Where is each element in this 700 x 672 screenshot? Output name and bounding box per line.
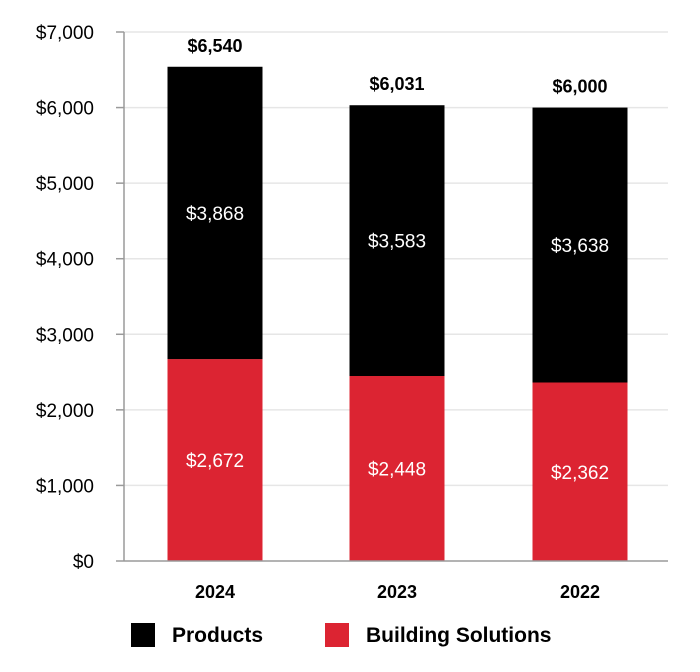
- bar-value-label-building-solutions-2022: $2,362: [551, 463, 609, 484]
- y-tick-label: $7,000: [36, 23, 94, 44]
- legend-label-products: Products: [172, 624, 263, 647]
- bar-total-label-2024: $6,540: [187, 36, 242, 56]
- y-tick-label: $6,000: [36, 99, 94, 120]
- bar-building-solutions-2023: [349, 376, 445, 561]
- bar-total-label-2023: $6,031: [369, 74, 424, 94]
- bar-products-2024: [167, 66, 263, 360]
- bar-value-label-products-2022: $3,638: [551, 236, 609, 257]
- y-tick-label: $0: [73, 552, 94, 573]
- y-tick-label: $1,000: [36, 476, 94, 497]
- y-axis: $0 $1,000 $2,000 $3,000 $4,000 $5,000 $6,000 $7…: [36, 23, 125, 573]
- bar-products-2022: [532, 107, 628, 383]
- x-tick-label: 2022: [560, 582, 600, 602]
- bar-total-label-2022: $6,000: [552, 77, 607, 97]
- bar-building-solutions-2024: [167, 359, 263, 561]
- y-tick-label: $5,000: [36, 174, 94, 195]
- y-tick-label: $2,000: [36, 401, 94, 422]
- y-tick-label: $4,000: [36, 250, 94, 271]
- bars: $2,672 $3,868 $6,540 $2,448 $3,583 $6,031 $2,3…: [167, 36, 628, 561]
- bar-value-label-products-2024: $3,868: [186, 204, 244, 225]
- bar-building-solutions-2022: [532, 382, 628, 561]
- legend-label-building-solutions: Building Solutions: [366, 624, 551, 647]
- bar-value-label-products-2023: $3,583: [368, 232, 426, 253]
- y-tick-label: $3,000: [36, 325, 94, 346]
- bar-value-label-building-solutions-2023: $2,448: [368, 460, 426, 481]
- legend: Products Building Solutions: [131, 623, 551, 647]
- legend-swatch-building-solutions: [325, 623, 349, 647]
- bar-products-2023: [349, 105, 445, 377]
- legend-swatch-products: [131, 623, 155, 647]
- x-axis: 2024 2023 2022: [124, 560, 668, 602]
- bar-value-label-building-solutions-2024: $2,672: [186, 451, 244, 472]
- x-tick-label: 2024: [195, 582, 235, 602]
- x-tick-label: 2023: [377, 582, 417, 602]
